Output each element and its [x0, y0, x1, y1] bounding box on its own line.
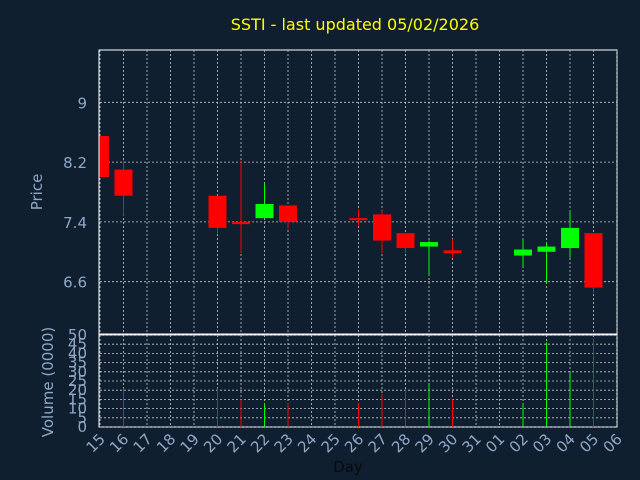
price-tick-label: 6.6 — [63, 274, 87, 292]
day-tick-label: 26 — [341, 430, 367, 456]
day-tick-label: 29 — [412, 430, 438, 456]
volume-tick-label: 40 — [68, 344, 87, 362]
candle-body — [255, 203, 274, 219]
volume-tick-label: 5 — [77, 409, 87, 427]
candle-body — [232, 221, 250, 225]
volume-tick-label: 35 — [68, 354, 87, 372]
day-tick-label: 03 — [529, 430, 555, 456]
day-tick-label: 04 — [553, 430, 579, 456]
price-plot-area — [98, 49, 618, 335]
day-tick-label: 05 — [576, 430, 602, 456]
candle-body — [100, 135, 109, 178]
candle-body — [114, 169, 133, 196]
day-tick-label: 20 — [200, 430, 226, 456]
day-tick-label: 30 — [435, 430, 461, 456]
candle-body — [396, 233, 415, 249]
candle-body — [373, 214, 391, 241]
candle-body — [279, 205, 297, 222]
chart-title: SSTI - last updated 05/02/2026 — [231, 15, 480, 34]
price-axis-label: Price — [28, 174, 46, 211]
day-tick-label: 31 — [459, 430, 485, 456]
day-tick-label: 24 — [294, 430, 320, 456]
volume-bars — [123, 338, 594, 427]
day-tick-label: 25 — [318, 430, 344, 456]
day-tick-label: 17 — [130, 430, 156, 456]
price-tick-label: 8.2 — [63, 154, 87, 172]
candle-body — [561, 227, 579, 249]
candle-body — [443, 250, 462, 254]
day-tick-labels: 1516171819202122232425262728293031010203… — [83, 430, 626, 456]
volume-tick-label: 15 — [68, 390, 87, 408]
day-tick-label: 23 — [271, 430, 297, 456]
volume-tick-label: 20 — [68, 381, 87, 399]
volume-tick-label: 10 — [68, 400, 87, 418]
day-tick-label: 02 — [506, 430, 532, 456]
day-tick-label: 27 — [365, 430, 391, 456]
volume-tick-label: 0 — [77, 418, 87, 436]
candlesticks — [99, 135, 603, 293]
day-tick-label: 22 — [247, 430, 273, 456]
day-tick-label: 28 — [388, 430, 414, 456]
day-tick-label: 16 — [106, 430, 132, 456]
candle-body — [420, 242, 438, 247]
volume-tick-label: 45 — [68, 335, 87, 353]
price-tick-label: 9 — [77, 94, 87, 112]
candle-body — [349, 218, 368, 221]
volume-tick-label: 50 — [68, 326, 87, 344]
day-tick-label: 01 — [482, 430, 508, 456]
price-tick-labels: 6.6 7.4 8.2 9 — [63, 94, 87, 291]
candle-body — [537, 246, 556, 252]
volume-tick-label: 25 — [68, 372, 87, 390]
day-tick-label: 18 — [153, 430, 179, 456]
candle-body — [584, 233, 603, 288]
day-tick-label: 06 — [600, 430, 626, 456]
candle-body — [514, 249, 532, 256]
volume-tick-label: 30 — [68, 363, 87, 381]
candle-body — [208, 195, 227, 228]
day-tick-label: 19 — [177, 430, 203, 456]
volume-axis-label: Volume (0000) — [39, 327, 57, 437]
price-tick-label: 7.4 — [63, 214, 87, 232]
x-axis-label: Day — [333, 458, 363, 476]
day-tick-label: 21 — [224, 430, 250, 456]
